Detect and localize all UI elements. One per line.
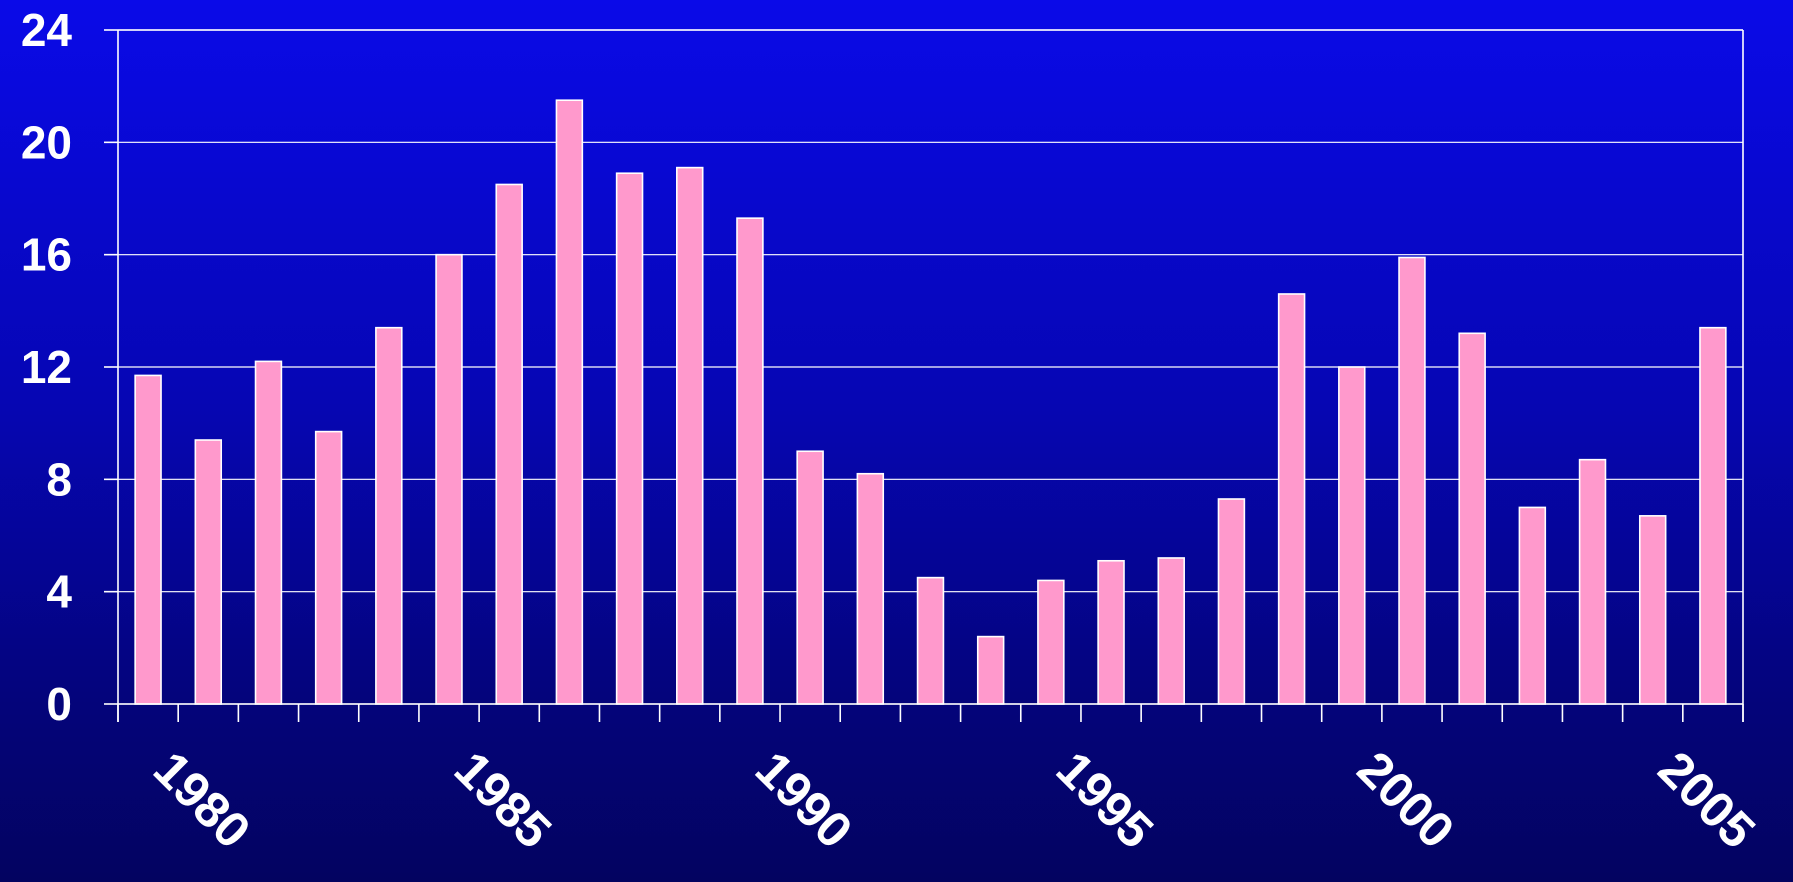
bar-1989 xyxy=(676,166,704,705)
bar-1986 xyxy=(495,183,523,705)
y-tick-label: 20 xyxy=(21,116,72,168)
bar-1982 xyxy=(254,360,283,705)
x-tick-label: 1980 xyxy=(143,741,261,859)
bar-1997 xyxy=(1157,557,1185,705)
bar-1981 xyxy=(194,439,223,705)
axes xyxy=(104,29,1744,722)
x-tick-label: 1990 xyxy=(745,741,863,859)
bar-1999 xyxy=(1277,293,1306,705)
bars xyxy=(134,99,1727,705)
y-tick-label: 16 xyxy=(21,229,72,281)
y-tick-label: 12 xyxy=(21,341,72,393)
x-tick-labels: 1980 1985 1990 1995 2000 2005 xyxy=(143,741,1766,859)
bar-1990 xyxy=(736,217,764,705)
bar-1983 xyxy=(314,430,343,705)
bar-1995 xyxy=(1037,579,1065,705)
bar-2006 xyxy=(1699,326,1727,705)
bar-1984 xyxy=(375,326,403,705)
bar-1992 xyxy=(856,472,885,705)
y-tick-label: 8 xyxy=(46,453,72,505)
y-tick-labels: 0 4 8 12 16 20 24 xyxy=(21,4,73,730)
y-tick-label: 24 xyxy=(21,4,73,56)
bar-1994 xyxy=(976,635,1005,705)
bar-1988 xyxy=(615,172,644,705)
bar-2000 xyxy=(1338,366,1366,705)
bar-1991 xyxy=(796,450,824,705)
x-tick-label: 1985 xyxy=(444,741,562,859)
bar-2002 xyxy=(1458,332,1486,705)
y-tick-label: 0 xyxy=(46,678,72,730)
bar-2001 xyxy=(1398,256,1426,705)
x-tick-label: 1995 xyxy=(1046,741,1164,859)
bar-2005 xyxy=(1638,515,1667,705)
bar-1993 xyxy=(916,576,945,705)
bar-1998 xyxy=(1217,498,1246,705)
bar-2003 xyxy=(1518,506,1547,705)
bar-1985 xyxy=(435,253,463,705)
x-tick-label: 2000 xyxy=(1347,741,1465,859)
bar-1996 xyxy=(1097,559,1125,705)
bar-1987 xyxy=(555,99,584,705)
y-tick-label: 4 xyxy=(46,566,72,618)
bar-1980 xyxy=(134,374,162,705)
x-tick-label: 2005 xyxy=(1648,741,1766,859)
bar-2004 xyxy=(1578,458,1607,705)
